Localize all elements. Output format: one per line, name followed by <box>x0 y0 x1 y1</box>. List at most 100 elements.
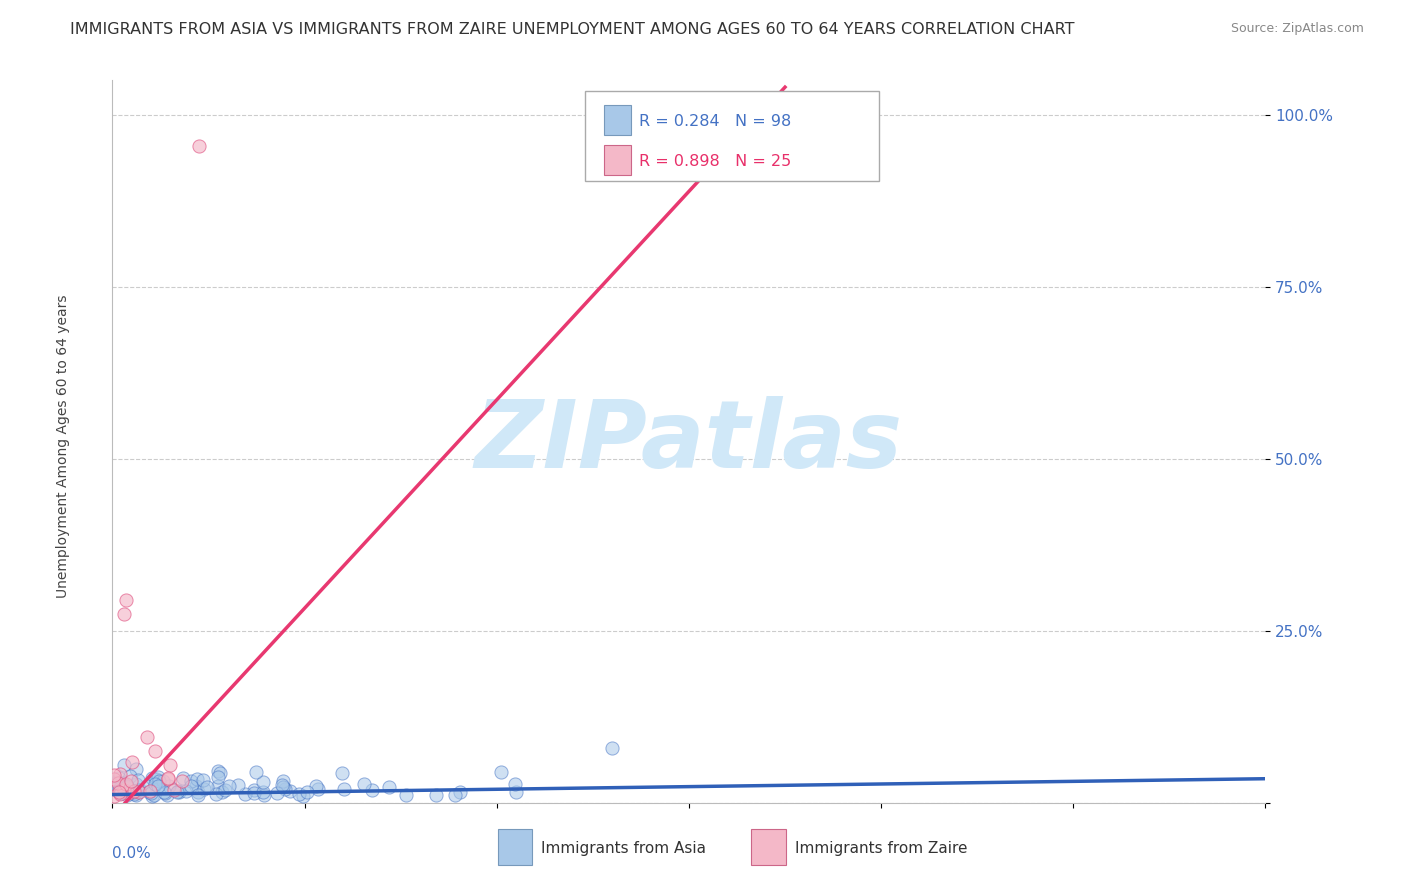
Point <box>159 758 181 772</box>
Point <box>207 779 229 793</box>
FancyBboxPatch shape <box>498 829 531 865</box>
Point <box>449 785 471 799</box>
Point <box>103 789 125 803</box>
Point <box>180 774 202 789</box>
Point <box>207 770 229 784</box>
Text: ZIPatlas: ZIPatlas <box>475 395 903 488</box>
Point <box>157 779 180 793</box>
Point <box>110 786 132 800</box>
Point <box>146 779 169 793</box>
Point <box>155 788 177 802</box>
Point <box>141 789 163 803</box>
Point <box>121 755 143 769</box>
Point <box>112 776 135 790</box>
Point <box>107 778 129 792</box>
Point <box>163 783 186 797</box>
Point <box>278 783 301 797</box>
Point <box>103 782 125 797</box>
Point <box>105 774 128 789</box>
Point <box>121 784 143 798</box>
Point <box>127 783 149 797</box>
Text: Unemployment Among Ages 60 to 64 years: Unemployment Among Ages 60 to 64 years <box>56 294 70 598</box>
Point <box>152 773 174 788</box>
Point <box>103 772 125 786</box>
Point <box>197 780 219 794</box>
Point <box>110 786 132 800</box>
Point <box>187 785 209 799</box>
Point <box>211 785 233 799</box>
Point <box>266 786 288 800</box>
Point <box>115 777 138 791</box>
Point <box>115 780 138 794</box>
Point <box>110 786 132 800</box>
Point <box>166 785 188 799</box>
Point <box>108 771 131 785</box>
Point <box>170 773 193 788</box>
Point <box>186 772 208 786</box>
Point <box>117 789 139 803</box>
Point <box>156 771 179 785</box>
Point <box>307 782 329 797</box>
Point <box>125 762 148 776</box>
Point <box>245 765 267 780</box>
Point <box>107 785 129 799</box>
Point <box>169 785 191 799</box>
FancyBboxPatch shape <box>585 91 879 181</box>
Point <box>193 781 215 796</box>
Point <box>297 785 319 799</box>
Point <box>138 785 160 799</box>
Point <box>395 788 418 802</box>
Point <box>117 786 139 800</box>
Point <box>146 770 169 784</box>
Point <box>243 782 266 797</box>
Point <box>103 768 125 782</box>
Point <box>226 778 249 792</box>
Text: IMMIGRANTS FROM ASIA VS IMMIGRANTS FROM ZAIRE UNEMPLOYMENT AMONG AGES 60 TO 64 Y: IMMIGRANTS FROM ASIA VS IMMIGRANTS FROM … <box>70 22 1074 37</box>
Text: Immigrants from Zaire: Immigrants from Zaire <box>794 841 967 855</box>
Text: R = 0.284   N = 98: R = 0.284 N = 98 <box>640 114 792 128</box>
Point <box>145 772 167 786</box>
Point <box>489 765 512 780</box>
Point <box>191 772 214 787</box>
Point <box>288 787 311 801</box>
Point <box>444 788 467 802</box>
Point <box>505 785 527 799</box>
Point <box>145 777 167 791</box>
Point <box>148 774 170 789</box>
Point <box>503 777 526 791</box>
Point <box>122 787 145 801</box>
Point <box>330 765 353 780</box>
Point <box>209 765 232 780</box>
Point <box>120 774 142 789</box>
Text: R = 0.898   N = 25: R = 0.898 N = 25 <box>640 153 792 169</box>
Point <box>112 607 135 621</box>
Point <box>252 784 274 798</box>
Point <box>108 780 131 795</box>
Point <box>122 783 145 797</box>
Point <box>129 782 152 797</box>
Point <box>214 783 236 797</box>
Point <box>141 771 163 785</box>
Point <box>139 784 162 798</box>
Point <box>361 782 384 797</box>
Point <box>273 781 295 796</box>
Point <box>271 780 294 795</box>
Point <box>107 784 129 798</box>
Point <box>143 744 166 758</box>
Point <box>180 779 202 793</box>
FancyBboxPatch shape <box>603 104 631 135</box>
Point <box>125 777 148 791</box>
Point <box>174 784 197 798</box>
FancyBboxPatch shape <box>603 145 631 175</box>
Text: Immigrants from Asia: Immigrants from Asia <box>541 841 706 855</box>
Point <box>112 758 135 772</box>
Point <box>235 787 257 801</box>
Point <box>252 774 274 789</box>
Point <box>121 786 143 800</box>
Point <box>187 788 209 802</box>
Point <box>353 777 375 791</box>
Point <box>333 782 356 797</box>
Point <box>107 776 129 790</box>
Point <box>143 780 166 795</box>
Point <box>305 779 328 793</box>
